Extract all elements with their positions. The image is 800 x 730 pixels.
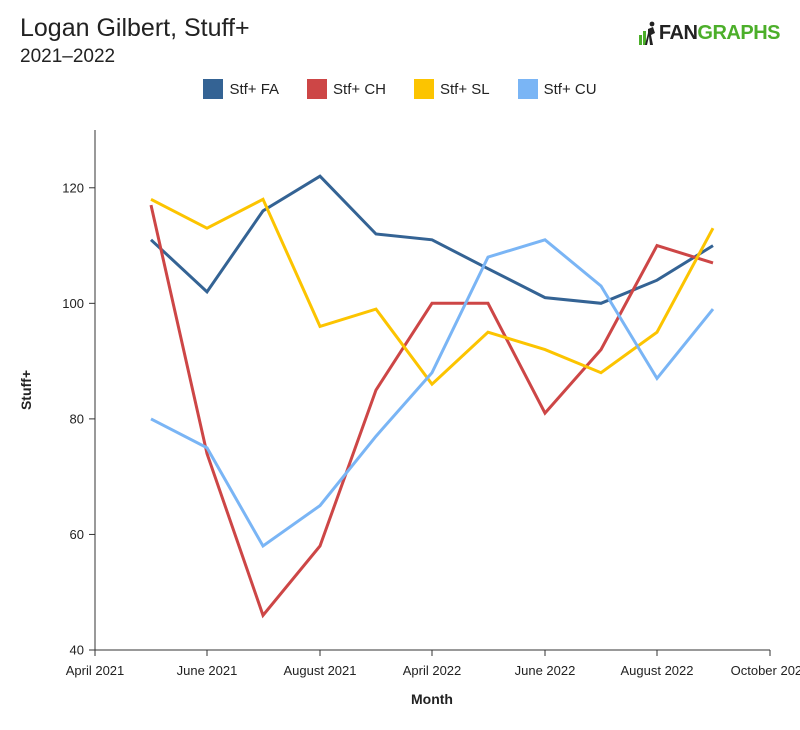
x-axis-label: Month — [411, 691, 453, 707]
y-axis-label: Stuff+ — [18, 370, 34, 410]
legend-label: Stf+ SL — [439, 80, 490, 98]
legend-item-ch[interactable]: Stf+ CH — [307, 79, 386, 99]
x-tick-label: April 2022 — [403, 663, 462, 678]
logo-text-fan: FAN — [658, 21, 698, 44]
legend-swatch — [517, 79, 538, 99]
series-line-stf-cu[interactable] — [150, 238, 715, 549]
y-tick-label: 40 — [70, 643, 84, 658]
series-line-stf-fa[interactable] — [149, 174, 714, 305]
legend-label: Stf+ FA — [229, 80, 280, 98]
chart-series-lines — [149, 174, 715, 619]
chart-title: Logan Gilbert, Stuff+ — [20, 14, 250, 42]
series-line-stf-ch[interactable] — [149, 204, 714, 619]
y-tick-label: 80 — [70, 411, 84, 426]
legend-swatch — [413, 79, 434, 99]
x-tick-label: June 2021 — [177, 663, 238, 678]
legend-item-cu[interactable]: Stf+ CU — [517, 79, 597, 99]
legend-label: Stf+ CU — [543, 80, 597, 98]
logo-mark-icon — [638, 21, 655, 45]
x-tick-label: April 2021 — [66, 663, 125, 678]
x-tick-label: August 2022 — [620, 663, 693, 678]
x-tick-label: August 2021 — [283, 663, 356, 678]
logo-text-graphs: GRAPHS — [697, 21, 780, 44]
legend-swatch — [307, 79, 328, 99]
y-tick-label: 60 — [70, 527, 84, 542]
chart-subtitle: 2021–2022 — [20, 46, 116, 67]
chart-legend: Stf+ FA Stf+ CH Stf+ SL Stf+ CU — [0, 79, 800, 99]
legend-item-sl[interactable]: Stf+ SL — [413, 79, 490, 99]
x-tick-label: October 2022 — [731, 663, 800, 678]
legend-item-fa[interactable]: Stf+ FA — [203, 79, 279, 99]
fangraphs-logo[interactable]: FANGRAPHS — [638, 20, 780, 46]
y-tick-label: 120 — [62, 180, 84, 195]
y-tick-label: 100 — [62, 296, 84, 311]
x-tick-label: June 2022 — [515, 663, 576, 678]
series-line-stf-sl[interactable] — [150, 197, 715, 387]
chart-axes: 40 60 80 100 120 April 2021 June 2021 August 20… — [62, 130, 800, 678]
legend-label: Stf+ CH — [333, 80, 386, 98]
legend-swatch — [203, 79, 224, 99]
